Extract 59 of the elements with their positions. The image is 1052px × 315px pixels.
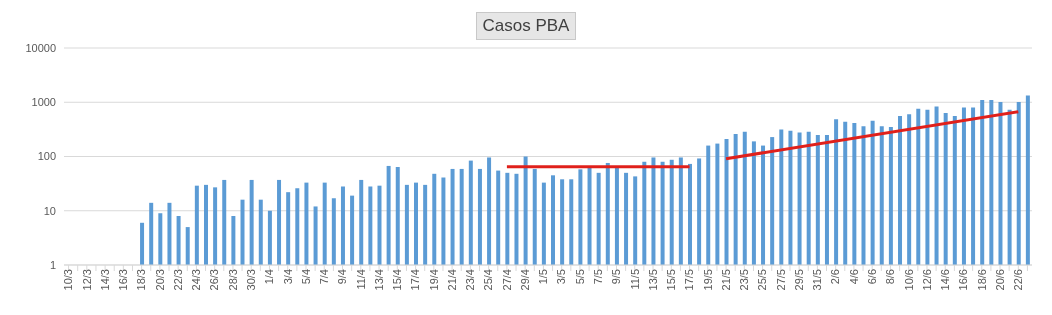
x-tick-label: 21/4	[445, 269, 458, 291]
chart-title: Casos PBA	[475, 12, 577, 40]
x-tick-label: 15/5	[665, 269, 678, 291]
x-tick-label: 30/3	[245, 269, 258, 291]
x-tick-label: 29/4	[518, 269, 531, 291]
x-tick-label: 31/5	[811, 269, 824, 291]
x-tick-label: 2/6	[829, 269, 842, 285]
x-tick-label: 11/4	[354, 269, 367, 290]
x-tick-label: 13/4	[372, 269, 385, 291]
x-tick-label: 11/5	[628, 269, 641, 290]
x-tick-label: 22/6	[1012, 269, 1025, 291]
x-tick-label: 8/6	[884, 269, 897, 285]
x-tick-label: 5/5	[573, 269, 586, 285]
x-tick-label: 19/5	[701, 269, 714, 291]
x-tick-label: 23/5	[738, 269, 751, 291]
x-tick-label: 19/4	[427, 269, 440, 291]
x-tick-label: 13/5	[646, 269, 659, 291]
x-tick-label: 17/4	[409, 269, 422, 291]
x-tick-label: 20/3	[153, 269, 166, 291]
x-tick-label: 18/3	[135, 269, 148, 291]
x-tick-label: 27/5	[774, 269, 787, 291]
y-tick-label: 10	[43, 204, 56, 217]
x-tick-label: 18/6	[975, 269, 988, 291]
y-tick-label: 1	[49, 258, 56, 271]
x-tick-label: 5/4	[299, 269, 312, 285]
x-tick-label: 3/4	[281, 269, 294, 285]
x-tick-label: 21/5	[719, 269, 732, 291]
x-tick-label: 1/4	[263, 269, 276, 285]
x-tick-label: 7/5	[592, 269, 605, 285]
x-tick-label: 12/6	[920, 269, 933, 291]
x-tick-label: 9/4	[336, 269, 349, 285]
x-tick-label: 26/3	[208, 269, 221, 291]
x-tick-label: 4/6	[847, 269, 860, 285]
x-tick-label: 7/4	[318, 269, 331, 285]
x-tick-label: 12/3	[80, 269, 93, 291]
x-tick-label: 29/5	[792, 269, 805, 291]
x-tick-label: 17/5	[683, 269, 696, 291]
x-tick-label: 27/4	[500, 269, 513, 291]
x-tick-label: 10/6	[902, 269, 915, 291]
x-tick-label: 24/3	[190, 269, 203, 291]
x-tick-label: 23/4	[464, 269, 477, 291]
x-tick-label: 20/6	[993, 269, 1006, 291]
x-tick-label: 10/3	[62, 269, 75, 291]
x-tick-label: 14/6	[939, 269, 952, 291]
x-tick-label: 9/5	[610, 269, 623, 285]
y-tick-label: 10000	[25, 41, 56, 54]
x-tick-label: 3/5	[555, 269, 568, 285]
x-tick-label: 16/3	[117, 269, 130, 291]
x-tick-label: 28/3	[226, 269, 239, 291]
y-tick-label: 1000	[31, 96, 56, 109]
x-tick-label: 25/5	[756, 269, 769, 291]
x-tick-label: 16/6	[957, 269, 970, 291]
y-tick-label: 100	[37, 150, 56, 163]
x-tick-label: 14/3	[98, 269, 111, 291]
x-tick-label: 1/5	[537, 269, 550, 285]
x-tick-label: 22/3	[171, 269, 184, 291]
x-tick-label: 6/6	[866, 269, 878, 285]
x-tick-label: 25/4	[482, 269, 495, 291]
x-tick-label: 15/4	[391, 269, 404, 291]
